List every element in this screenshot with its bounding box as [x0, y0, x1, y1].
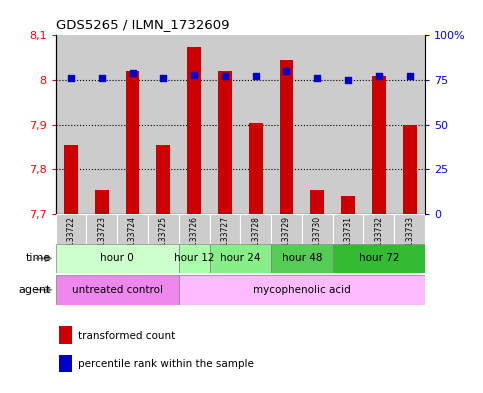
Text: GSM1133728: GSM1133728: [251, 216, 260, 266]
Bar: [59, 327, 72, 344]
Bar: [240, 214, 271, 244]
Bar: [210, 214, 240, 244]
Bar: [364, 214, 394, 244]
Text: hour 0: hour 0: [100, 253, 134, 263]
Bar: [403, 125, 416, 214]
Text: GSM1133729: GSM1133729: [282, 216, 291, 267]
Text: untreated control: untreated control: [71, 285, 163, 295]
Text: GSM1133730: GSM1133730: [313, 216, 322, 267]
Text: hour 48: hour 48: [282, 253, 322, 263]
Text: agent: agent: [18, 285, 51, 295]
Bar: [64, 145, 78, 214]
Bar: [117, 35, 148, 214]
Point: [344, 77, 352, 83]
Text: percentile rank within the sample: percentile rank within the sample: [78, 359, 254, 369]
Text: GSM1133722: GSM1133722: [67, 216, 75, 266]
Bar: [271, 214, 302, 244]
Text: GDS5265 / ILMN_1732609: GDS5265 / ILMN_1732609: [56, 18, 229, 31]
Text: time: time: [26, 253, 51, 263]
Bar: [56, 35, 86, 214]
Text: transformed count: transformed count: [78, 331, 175, 341]
Bar: [148, 35, 179, 214]
Point: [159, 75, 167, 81]
Bar: [56, 275, 179, 305]
Point: [98, 75, 106, 81]
Text: GSM1133732: GSM1133732: [374, 216, 384, 267]
Bar: [126, 71, 140, 214]
Bar: [333, 35, 364, 214]
Bar: [156, 145, 170, 214]
Bar: [210, 244, 271, 273]
Bar: [179, 275, 425, 305]
Bar: [394, 35, 425, 214]
Point: [375, 73, 383, 80]
Point: [252, 73, 259, 80]
Point: [313, 75, 321, 81]
Text: GSM1133731: GSM1133731: [343, 216, 353, 267]
Bar: [280, 60, 293, 214]
Text: mycophenolic acid: mycophenolic acid: [253, 285, 351, 295]
Point: [221, 73, 229, 80]
Bar: [302, 35, 333, 214]
Text: GSM1133723: GSM1133723: [97, 216, 106, 267]
Point: [406, 73, 413, 80]
Bar: [187, 46, 201, 214]
Text: hour 72: hour 72: [358, 253, 399, 263]
Text: GSM1133727: GSM1133727: [220, 216, 229, 267]
Bar: [333, 214, 364, 244]
Bar: [86, 214, 117, 244]
Bar: [179, 214, 210, 244]
Bar: [249, 123, 263, 214]
Bar: [271, 244, 333, 273]
Bar: [117, 214, 148, 244]
Bar: [179, 244, 210, 273]
Text: hour 12: hour 12: [174, 253, 214, 263]
Bar: [271, 35, 302, 214]
Text: GSM1133726: GSM1133726: [190, 216, 199, 267]
Bar: [95, 189, 109, 214]
Bar: [56, 214, 86, 244]
Bar: [56, 244, 179, 273]
Text: hour 24: hour 24: [220, 253, 260, 263]
Bar: [240, 35, 271, 214]
Bar: [59, 355, 72, 373]
Bar: [148, 214, 179, 244]
Point: [283, 68, 290, 74]
Bar: [302, 214, 333, 244]
Bar: [341, 196, 355, 214]
Text: GSM1133733: GSM1133733: [405, 216, 414, 267]
Bar: [86, 35, 117, 214]
Point: [190, 72, 198, 78]
Bar: [218, 71, 232, 214]
Bar: [364, 35, 394, 214]
Text: GSM1133724: GSM1133724: [128, 216, 137, 267]
Point: [128, 70, 136, 76]
Bar: [394, 214, 425, 244]
Bar: [210, 35, 240, 214]
Bar: [333, 244, 425, 273]
Text: GSM1133725: GSM1133725: [159, 216, 168, 267]
Bar: [311, 189, 324, 214]
Bar: [372, 75, 386, 214]
Point: [67, 75, 75, 81]
Bar: [179, 35, 210, 214]
